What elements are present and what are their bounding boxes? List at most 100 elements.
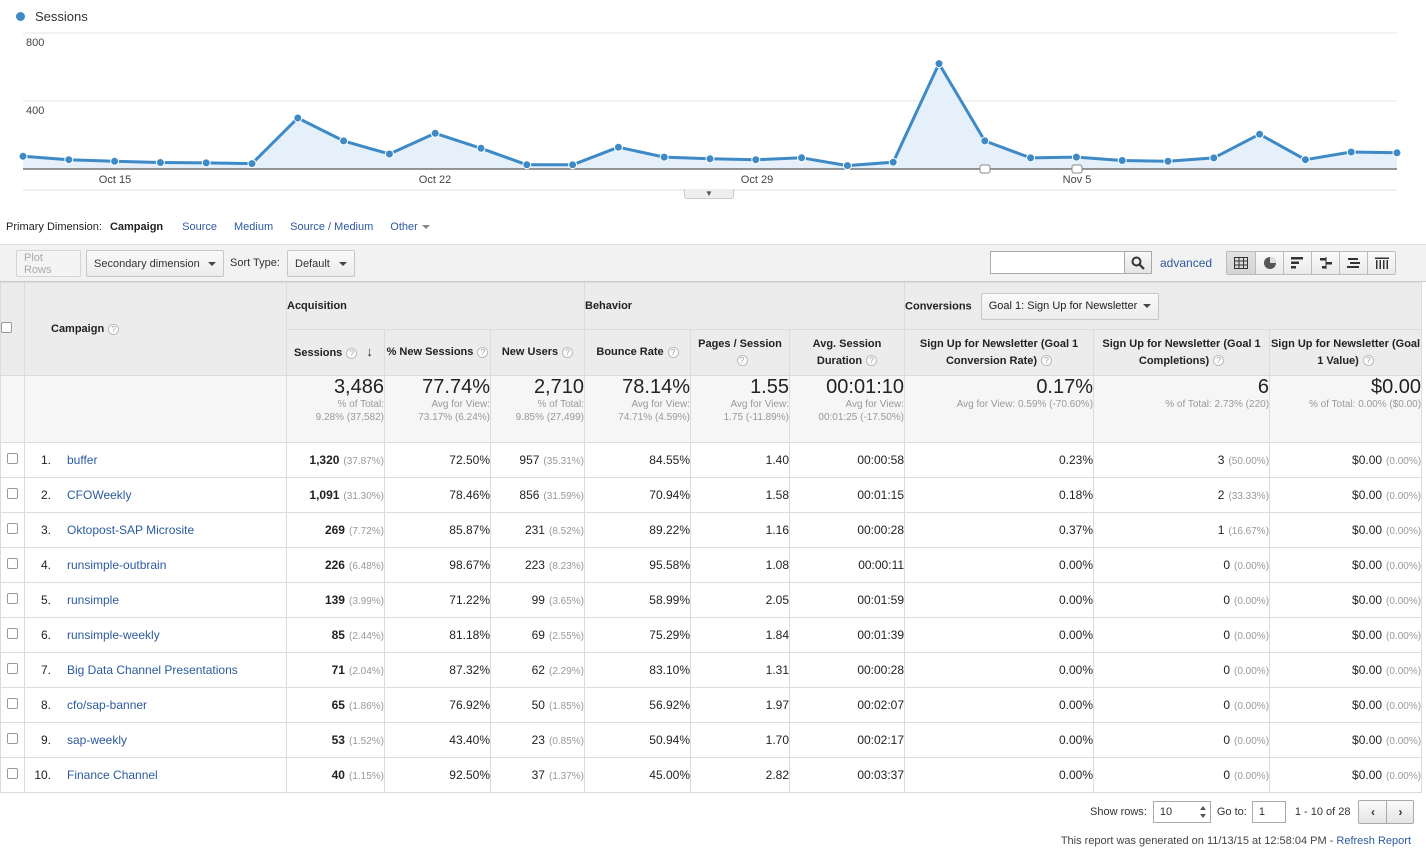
sessions-header[interactable]: Sessions? ↓ bbox=[286, 329, 385, 376]
chart-plot bbox=[18, 32, 1402, 191]
view-pie-button[interactable] bbox=[1255, 252, 1283, 274]
goal-value-cell: $0.00 (0.00%) bbox=[1269, 582, 1423, 618]
campaign-link[interactable]: buffer bbox=[67, 453, 98, 467]
help-icon[interactable]: ? bbox=[346, 347, 358, 359]
completions-cell: 0 (0.00%) bbox=[1093, 582, 1271, 618]
goal-select-dropdown[interactable]: Goal 1: Sign Up for Newsletter bbox=[980, 292, 1159, 320]
new-users-header[interactable]: New Users? bbox=[490, 329, 585, 376]
bounce-rate-cell-value: 83.10% bbox=[649, 663, 690, 677]
view-performance-button[interactable] bbox=[1283, 252, 1311, 274]
search-button[interactable] bbox=[1124, 251, 1152, 274]
help-icon[interactable]: ? bbox=[1362, 355, 1374, 367]
help-icon[interactable]: ? bbox=[866, 355, 878, 367]
sessions-cell-percent: (6.48%) bbox=[348, 561, 384, 572]
help-icon[interactable]: ? bbox=[1213, 355, 1225, 367]
avg-duration-header[interactable]: Avg. Session Duration? bbox=[788, 329, 906, 376]
row-checkbox[interactable] bbox=[7, 593, 18, 604]
total-sub-label: % of Total: bbox=[537, 399, 584, 410]
row-checkbox[interactable] bbox=[7, 523, 18, 534]
new-users-cell: 223 (8.23%) bbox=[490, 547, 585, 583]
dimension-medium-link[interactable]: Medium bbox=[234, 221, 274, 233]
show-rows-label: Show rows: bbox=[1090, 806, 1147, 818]
secondary-dimension-dropdown[interactable]: Secondary dimension bbox=[86, 250, 224, 277]
goal-value-cell-percent: (0.00%) bbox=[1386, 561, 1422, 572]
row-checkbox[interactable] bbox=[7, 768, 18, 779]
help-icon[interactable]: ? bbox=[562, 346, 574, 358]
campaign-link[interactable]: runsimple-weekly bbox=[67, 628, 160, 642]
conv-rate-cell: 0.00% bbox=[904, 722, 1095, 758]
row-checkbox[interactable] bbox=[7, 733, 18, 744]
campaign-link[interactable]: CFOWeekly bbox=[67, 488, 132, 502]
new-users-cell: 856 (31.59%) bbox=[490, 477, 585, 513]
help-icon[interactable]: ? bbox=[736, 355, 748, 367]
avg-duration-cell: 00:02:07 bbox=[788, 687, 906, 723]
view-term-cloud-button[interactable] bbox=[1339, 252, 1367, 274]
campaign-link[interactable]: Big Data Channel Presentations bbox=[67, 663, 238, 677]
new-sessions-header[interactable]: % New Sessions? bbox=[384, 329, 491, 376]
campaign-link[interactable]: cfo/sap-banner bbox=[67, 698, 148, 712]
view-pivot-button[interactable] bbox=[1367, 252, 1395, 274]
pages-session-cell-value: 1.70 bbox=[765, 733, 789, 747]
goal-value-header[interactable]: Sign Up for Newsletter (Goal 1 Value)? bbox=[1269, 329, 1423, 376]
conv-rate-cell: 0.37% bbox=[904, 512, 1095, 548]
total-bounce-rate: 78.14% Avg for View: 74.71% (4.59%) bbox=[584, 375, 691, 443]
campaign-link[interactable]: sap-weekly bbox=[67, 733, 128, 747]
goal-value-cell-value: $0.00 bbox=[1352, 488, 1383, 502]
dimension-other-dropdown[interactable]: Other bbox=[390, 221, 430, 233]
conv-rate-cell-value: 0.00% bbox=[1059, 768, 1094, 782]
row-checkbox[interactable] bbox=[7, 663, 18, 674]
help-icon[interactable]: ? bbox=[108, 323, 120, 335]
pages-session-cell-value: 2.82 bbox=[765, 768, 789, 782]
table-row: 9. sap-weekly 53 (1.52%) 43.40% 23 (0.85%) 50.9… bbox=[0, 722, 1423, 758]
row-checkbox[interactable] bbox=[7, 628, 18, 639]
prev-page-button[interactable]: ‹ bbox=[1359, 801, 1387, 823]
conv-rate-cell: 0.00% bbox=[904, 652, 1095, 688]
conv-rate-header[interactable]: Sign Up for Newsletter (Goal 1 Conversio… bbox=[904, 329, 1095, 376]
show-rows-select[interactable]: 10 bbox=[1152, 801, 1211, 823]
dimension-source-medium-link[interactable]: Source / Medium bbox=[290, 221, 374, 233]
refresh-report-link[interactable]: Refresh Report bbox=[1336, 835, 1411, 847]
row-checkbox[interactable] bbox=[7, 453, 18, 464]
avg-duration-cell: 00:00:58 bbox=[788, 442, 906, 478]
view-table-button[interactable] bbox=[1227, 252, 1255, 274]
help-icon[interactable]: ? bbox=[1041, 355, 1053, 367]
sessions-cell: 269 (7.72%) bbox=[286, 512, 385, 548]
row-checkbox[interactable] bbox=[7, 698, 18, 709]
view-comparison-button[interactable] bbox=[1311, 252, 1339, 274]
sessions-cell-percent: (37.87%) bbox=[343, 456, 384, 467]
sort-descending-icon[interactable]: ↓ bbox=[366, 344, 373, 359]
campaign-column-header[interactable]: Campaign? bbox=[24, 282, 287, 376]
next-page-button[interactable]: › bbox=[1386, 801, 1414, 823]
sessions-line bbox=[22, 62, 1398, 168]
new-sessions-cell: 72.50% bbox=[384, 442, 491, 478]
help-icon[interactable]: ? bbox=[667, 346, 679, 358]
goal-value-cell-percent: (0.00%) bbox=[1386, 491, 1422, 502]
total-sub-label: Avg for View: bbox=[631, 399, 690, 410]
campaign-link[interactable]: Finance Channel bbox=[67, 768, 158, 782]
total-sessions: 3,486% of Total: 9.28% (37,582) bbox=[286, 375, 385, 443]
sort-type-dropdown[interactable]: Default bbox=[287, 250, 355, 277]
campaign-link[interactable]: runsimple bbox=[67, 593, 120, 607]
pages-session-cell-value: 1.97 bbox=[765, 698, 789, 712]
row-checkbox[interactable] bbox=[7, 488, 18, 499]
campaign-link[interactable]: runsimple-outbrain bbox=[67, 558, 167, 572]
completions-header[interactable]: Sign Up for Newsletter (Goal 1 Completio… bbox=[1093, 329, 1271, 376]
campaign-link[interactable]: Oktopost-SAP Microsite bbox=[67, 523, 195, 537]
plot-rows-button[interactable]: Plot Rows bbox=[16, 250, 81, 277]
dimension-source-link[interactable]: Source bbox=[182, 221, 218, 233]
new-users-cell-percent: (1.85%) bbox=[548, 701, 584, 712]
table-search-input[interactable] bbox=[990, 251, 1125, 274]
new-users-cell-value: 62 bbox=[531, 663, 545, 677]
chart-collapse-toggle[interactable]: ▼ bbox=[684, 189, 734, 199]
row-checkbox[interactable] bbox=[7, 558, 18, 569]
bounce-rate-header[interactable]: Bounce Rate? bbox=[584, 329, 691, 376]
completions-cell: 0 (0.00%) bbox=[1093, 617, 1271, 653]
goto-page-input[interactable]: 1 bbox=[1251, 801, 1286, 823]
advanced-filter-link[interactable]: advanced bbox=[1160, 256, 1213, 270]
data-point bbox=[522, 160, 532, 170]
help-icon[interactable]: ? bbox=[477, 346, 489, 358]
pie-chart-icon bbox=[1263, 257, 1276, 269]
pages-session-header[interactable]: Pages / Session? bbox=[690, 329, 790, 376]
select-all-checkbox[interactable] bbox=[1, 322, 12, 333]
goal-value-cell-percent: (0.00%) bbox=[1386, 526, 1422, 537]
